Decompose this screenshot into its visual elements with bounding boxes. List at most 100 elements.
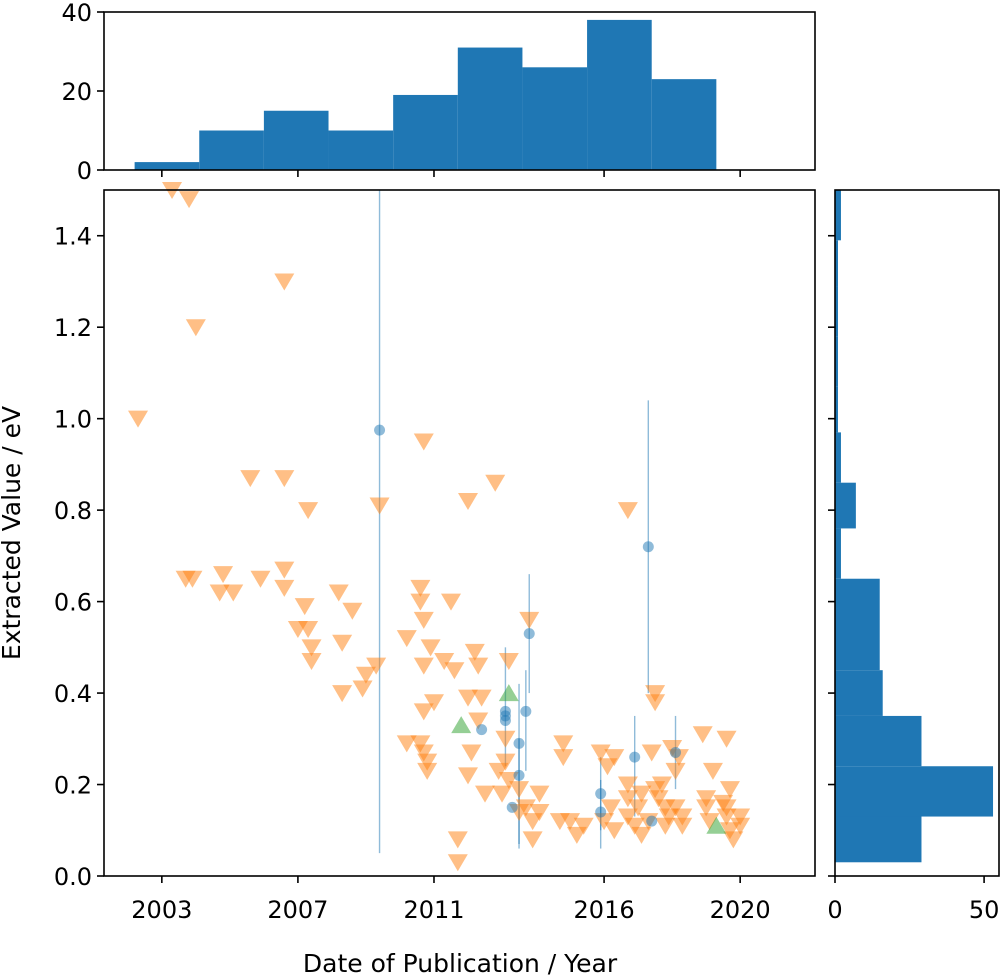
scatter-points (128, 182, 751, 872)
measured-point-12 (629, 751, 641, 763)
main-y-tick-label-6: 1.2 (54, 314, 92, 342)
upper-limit-marker-82 (600, 799, 621, 817)
x-axis-label: Date of Publication / Year (303, 949, 618, 978)
upper-limit-marker-111 (696, 799, 717, 817)
right-hist-bar-9 (835, 336, 838, 387)
right-histogram: 0 50 (827, 189, 1000, 924)
upper-limit-marker-86 (617, 790, 638, 808)
lower-limit-marker-2 (706, 816, 727, 834)
upper-limit-marker-90 (631, 785, 652, 803)
upper-limit-marker-68 (515, 799, 536, 817)
upper-limit-marker-37 (413, 657, 434, 675)
upper-limit-marker-120 (730, 808, 751, 826)
top-hist-bar-0 (134, 162, 200, 170)
right-hist-bar-2 (835, 715, 922, 767)
main-y-ticks: 0.0 0.2 0.4 0.6 0.8 1.0 1.2 1.4 (54, 223, 104, 891)
upper-limit-marker-73 (553, 735, 574, 753)
upper-limit-marker-88 (624, 817, 645, 835)
upper-limit-marker-17 (223, 584, 244, 602)
upper-limit-marker-112 (699, 813, 720, 831)
upper-limit-marker-20 (274, 579, 295, 597)
upper-limit-marker-33 (396, 630, 417, 648)
main-x-tick-label-3: 2016 (574, 896, 635, 924)
main-y-tick-label-5: 1.0 (54, 406, 92, 434)
top-histogram: 0 20 40 (61, 0, 816, 185)
upper-limit-marker-5 (240, 470, 261, 488)
upper-limit-marker-10 (458, 492, 479, 510)
top-hist-bar-8 (651, 79, 717, 170)
upper-limit-marker-48 (417, 762, 438, 780)
upper-limit-marker-89 (628, 799, 649, 817)
measured-point-0 (374, 424, 386, 436)
upper-limit-marker-101 (655, 817, 676, 835)
upper-limit-marker-12 (617, 502, 638, 520)
upper-limit-marker-63 (492, 785, 513, 803)
top-y-tick-label-2: 40 (61, 0, 92, 27)
upper-limit-marker-36 (413, 611, 434, 629)
top-hist-bar-5 (457, 47, 523, 170)
measured-point-13 (642, 541, 654, 553)
upper-limit-marker-78 (573, 817, 594, 835)
upper-limit-marker-98 (648, 790, 669, 808)
upper-limit-marker-8 (369, 497, 390, 515)
measured-point-8 (523, 628, 535, 640)
upper-limit-marker-84 (604, 822, 625, 840)
upper-limit-marker-106 (672, 808, 693, 826)
upper-limit-marker-72 (529, 803, 550, 821)
upper-limit-marker-110 (696, 790, 717, 808)
upper-limit-marker-97 (651, 776, 672, 794)
upper-limit-marker-2 (185, 319, 206, 337)
upper-limit-marker-3 (128, 410, 149, 428)
measured-point-4 (499, 715, 511, 727)
upper-limit-marker-61 (495, 753, 516, 771)
main-x-tick-label-4: 2020 (710, 896, 771, 924)
main-x-tick-label-1: 2007 (267, 896, 328, 924)
measured-point-5 (513, 737, 525, 749)
upper-limit-marker-52 (471, 689, 492, 707)
upper-limit-marker-38 (420, 639, 441, 657)
measured-point-14 (646, 815, 658, 827)
right-histogram-bars (835, 190, 994, 863)
upper-limit-marker-117 (716, 808, 737, 826)
upper-limit-marker-116 (716, 799, 737, 817)
upper-limit-marker-16 (209, 584, 230, 602)
upper-limit-marker-18 (250, 570, 271, 588)
main-y-tick-label-7: 1.4 (54, 223, 92, 251)
main-y-tick-label-0: 0.0 (54, 863, 92, 891)
upper-limit-marker-32 (366, 657, 387, 675)
upper-limit-marker-29 (332, 685, 353, 703)
upper-limit-marker-46 (413, 744, 434, 762)
upper-limit-marker-27 (342, 602, 363, 620)
upper-limit-marker-114 (716, 730, 737, 748)
lower-limit-marker-0 (451, 716, 472, 734)
upper-limit-marker-35 (410, 593, 431, 611)
upper-limit-marker-58 (447, 854, 468, 872)
right-histogram-x-ticks: 0 50 (827, 876, 999, 924)
top-hist-bar-4 (393, 94, 458, 170)
upper-limit-marker-65 (509, 781, 530, 799)
upper-limit-marker-67 (519, 611, 540, 629)
measured-point-11 (595, 788, 607, 800)
top-hist-bar-3 (328, 130, 394, 170)
upper-limit-marker-42 (423, 694, 444, 712)
upper-limit-marker-28 (332, 634, 353, 652)
top-hist-bar-2 (263, 110, 329, 170)
upper-limit-marker-71 (529, 785, 550, 803)
upper-limit-marker-4 (274, 273, 295, 291)
upper-limit-marker-70 (522, 831, 543, 849)
upper-limit-marker-23 (298, 621, 319, 639)
main-y-tick-label-4: 0.8 (54, 497, 92, 525)
upper-limit-marker-119 (723, 831, 744, 849)
upper-limit-marker-108 (692, 726, 713, 744)
right-hist-bar-8 (835, 386, 838, 433)
upper-limit-marker-107 (672, 817, 693, 835)
upper-limit-marker-21 (294, 598, 315, 616)
upper-limit-marker-109 (702, 762, 723, 780)
top-hist-bar-1 (199, 130, 264, 170)
right-histogram-frame (834, 189, 1000, 877)
upper-limit-marker-39 (434, 653, 455, 671)
main-x-tick-label-2: 2011 (403, 896, 464, 924)
right-hist-bar-3 (835, 670, 883, 716)
main-plot-frame (103, 189, 816, 877)
